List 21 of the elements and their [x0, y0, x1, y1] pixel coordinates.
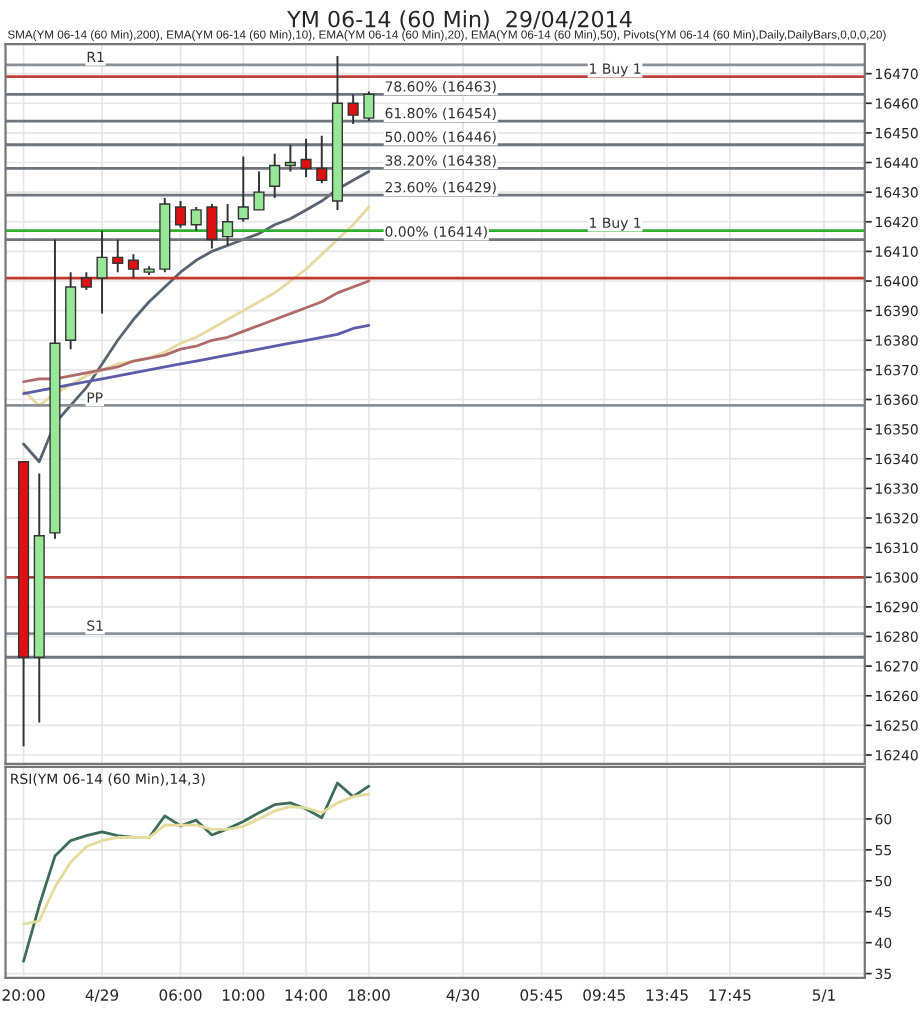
candlestick	[284, 143, 296, 173]
candlestick	[269, 152, 281, 200]
candlestick	[206, 203, 218, 250]
line-series	[22, 324, 371, 395]
candlestick	[253, 170, 265, 211]
line-series	[22, 205, 371, 407]
line-series	[22, 279, 371, 384]
line-series	[22, 170, 371, 464]
candlestick	[363, 90, 375, 123]
candlestick	[300, 137, 312, 179]
candlestick	[316, 134, 328, 185]
line-series	[22, 792, 371, 926]
candlestick	[190, 206, 202, 232]
candlestick	[127, 253, 139, 280]
candlestick	[174, 200, 187, 229]
candlestick	[112, 238, 124, 274]
candlestick	[96, 229, 108, 315]
candlestick	[222, 203, 234, 247]
chart-title: YM 06-14 (60 Min) 29/04/2014	[287, 10, 632, 31]
candlestick	[237, 155, 249, 223]
candlestick	[347, 93, 359, 125]
